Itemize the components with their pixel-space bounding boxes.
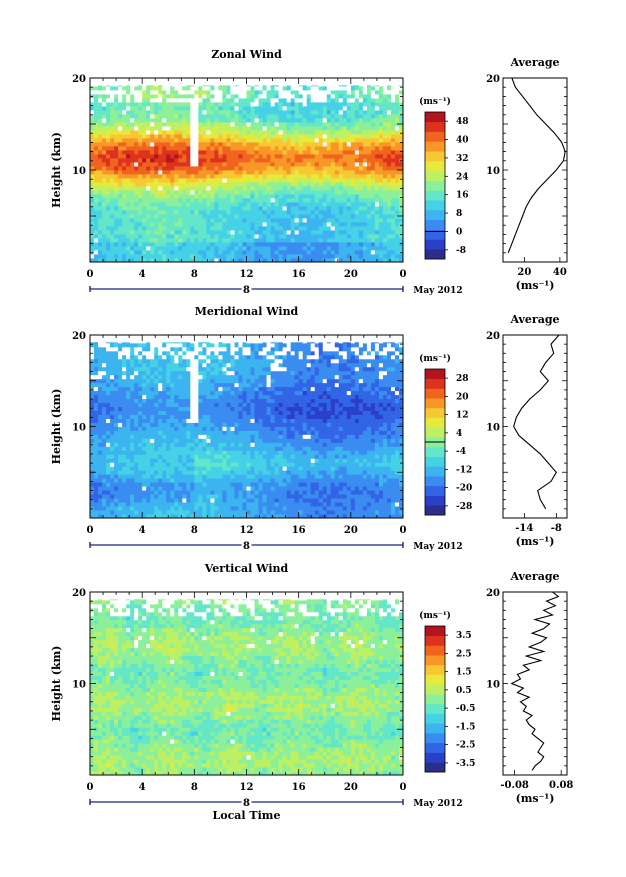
colorbar-tick-label: 16 xyxy=(456,191,469,201)
panel-meridional: Meridional Wind 10 20 Height (km) 0 4 8 12 16 20 0… xyxy=(50,305,567,552)
colorbar-tick-label: -28 xyxy=(456,502,472,512)
average-x-tick-label: -8 xyxy=(551,523,562,534)
x-tick-label: 4 xyxy=(139,525,146,536)
colorbar-tick-label: -4 xyxy=(456,447,466,457)
x-tick-label: 16 xyxy=(292,782,306,793)
average-y-tick-label: 20 xyxy=(486,74,500,85)
day-label: 8 xyxy=(243,541,250,552)
average-panel: Average 10 20 -0.08 0.08(ms⁻¹) xyxy=(486,570,573,805)
colorbar-tick-label: -3.5 xyxy=(456,759,475,769)
average-panel: Average 10 20 -14 -8(ms⁻¹) xyxy=(486,313,567,548)
colorbar-tick-label: 48 xyxy=(456,117,469,127)
average-x-tick-label: 0.08 xyxy=(549,780,573,791)
colorbar-tick-label: -0.5 xyxy=(456,704,475,714)
x-tick-label: 0 xyxy=(400,782,407,793)
panel-title: Zonal Wind xyxy=(211,48,282,61)
average-x-label: (ms⁻¹) xyxy=(516,279,555,292)
heatmap-zonal xyxy=(90,78,403,262)
x-tick-label: 12 xyxy=(240,269,254,280)
colorbar-tick-label: 4 xyxy=(456,429,462,439)
average-x-tick-label: -0.08 xyxy=(500,780,529,791)
colorbar-tick-label: 20 xyxy=(456,392,469,402)
colorbar-tick-label: 32 xyxy=(456,154,469,164)
x-tick-label: 20 xyxy=(344,269,358,280)
colorbar-tick-label: 28 xyxy=(456,374,469,384)
average-panel: Average 10 20 20 40(ms⁻¹) xyxy=(486,56,567,292)
panel-title: Vertical Wind xyxy=(204,562,289,575)
y-axis-label: Height (km) xyxy=(50,646,63,722)
panel-vertical: Vertical Wind 10 20 Height (km) 0 4 8 12 16 20 0 8 M… xyxy=(50,562,573,822)
average-y-tick-label: 20 xyxy=(486,331,500,342)
colorbar: (ms⁻¹) 48 40 32 24 16 8 0 -8 xyxy=(419,96,468,259)
average-title: Average xyxy=(509,56,559,69)
colorbar: (ms⁻¹) 28 20 12 4 -4 -12 -20 -28 xyxy=(419,353,472,515)
x-tick-label: 12 xyxy=(240,525,254,536)
y-axis-label: Height (km) xyxy=(50,132,63,208)
average-title: Average xyxy=(509,570,559,583)
x-tick-label: 0 xyxy=(400,525,407,536)
colorbar-tick-label: -1.5 xyxy=(456,722,475,732)
colorbar-tick-label: 24 xyxy=(456,172,469,182)
x-tick-label: 0 xyxy=(87,782,94,793)
average-x-tick-label: 40 xyxy=(553,267,567,278)
y-tick-label: 20 xyxy=(72,331,86,342)
colorbar-tick-label: 3.5 xyxy=(456,631,472,641)
y-tick-label: 10 xyxy=(72,680,86,691)
heatmap-meridional xyxy=(90,335,403,518)
colorbar-tick-label: 12 xyxy=(456,411,469,421)
colorbar-unit: (ms⁻¹) xyxy=(419,353,451,364)
x-tick-label: 0 xyxy=(400,269,407,280)
y-tick-label: 20 xyxy=(72,588,86,599)
average-y-tick-label: 10 xyxy=(486,680,500,691)
panel-title: Meridional Wind xyxy=(195,305,299,318)
colorbar-tick-label: -20 xyxy=(456,484,472,494)
colorbar-tick-label: -12 xyxy=(456,465,472,475)
colorbar-unit: (ms⁻¹) xyxy=(419,96,451,107)
y-tick-label: 10 xyxy=(72,166,86,177)
colorbar-tick-label: -2.5 xyxy=(456,741,475,751)
x-tick-label: 8 xyxy=(191,525,198,536)
x-tick-label: 4 xyxy=(139,782,146,793)
x-tick-label: 16 xyxy=(292,269,306,280)
average-y-tick-label: 20 xyxy=(486,588,500,599)
x-tick-label: 16 xyxy=(292,525,306,536)
x-tick-label: 12 xyxy=(240,782,254,793)
y-tick-label: 20 xyxy=(72,74,86,85)
y-tick-label: 10 xyxy=(72,423,86,434)
average-x-tick-label: 20 xyxy=(517,267,531,278)
colorbar-tick-label: 8 xyxy=(456,209,462,219)
day-label: 8 xyxy=(243,798,250,809)
date-label: May 2012 xyxy=(413,799,462,809)
day-label: 8 xyxy=(243,285,250,296)
date-label: May 2012 xyxy=(413,542,462,552)
colorbar-tick-label: -8 xyxy=(456,246,466,256)
average-y-tick-label: 10 xyxy=(486,423,500,434)
x-axis-label: Local Time xyxy=(213,809,281,822)
heatmap-vertical xyxy=(90,592,403,775)
average-title: Average xyxy=(509,313,559,326)
colorbar-tick-label: 40 xyxy=(456,136,469,146)
x-tick-label: 0 xyxy=(87,269,94,280)
x-tick-label: 4 xyxy=(139,269,146,280)
colorbar-unit: (ms⁻¹) xyxy=(419,610,451,621)
average-x-tick-label: -14 xyxy=(515,523,533,534)
x-tick-label: 0 xyxy=(87,525,94,536)
average-x-label: (ms⁻¹) xyxy=(516,535,555,548)
average-x-label: (ms⁻¹) xyxy=(516,792,555,805)
x-tick-label: 8 xyxy=(191,782,198,793)
x-tick-label: 20 xyxy=(344,782,358,793)
colorbar-tick-label: 2.5 xyxy=(456,649,472,659)
colorbar-tick-label: 0 xyxy=(456,227,462,237)
colorbar: (ms⁻¹) 3.5 2.5 1.5 0.5 -0.5 -1.5 -2.5 -3.5 xyxy=(419,610,475,772)
average-y-tick-label: 10 xyxy=(486,166,500,177)
colorbar-tick-label: 0.5 xyxy=(456,686,472,696)
x-tick-label: 8 xyxy=(191,269,198,280)
date-label: May 2012 xyxy=(413,286,462,296)
colorbar-tick-label: 1.5 xyxy=(456,668,472,678)
x-tick-label: 20 xyxy=(344,525,358,536)
y-axis-label: Height (km) xyxy=(50,389,63,465)
